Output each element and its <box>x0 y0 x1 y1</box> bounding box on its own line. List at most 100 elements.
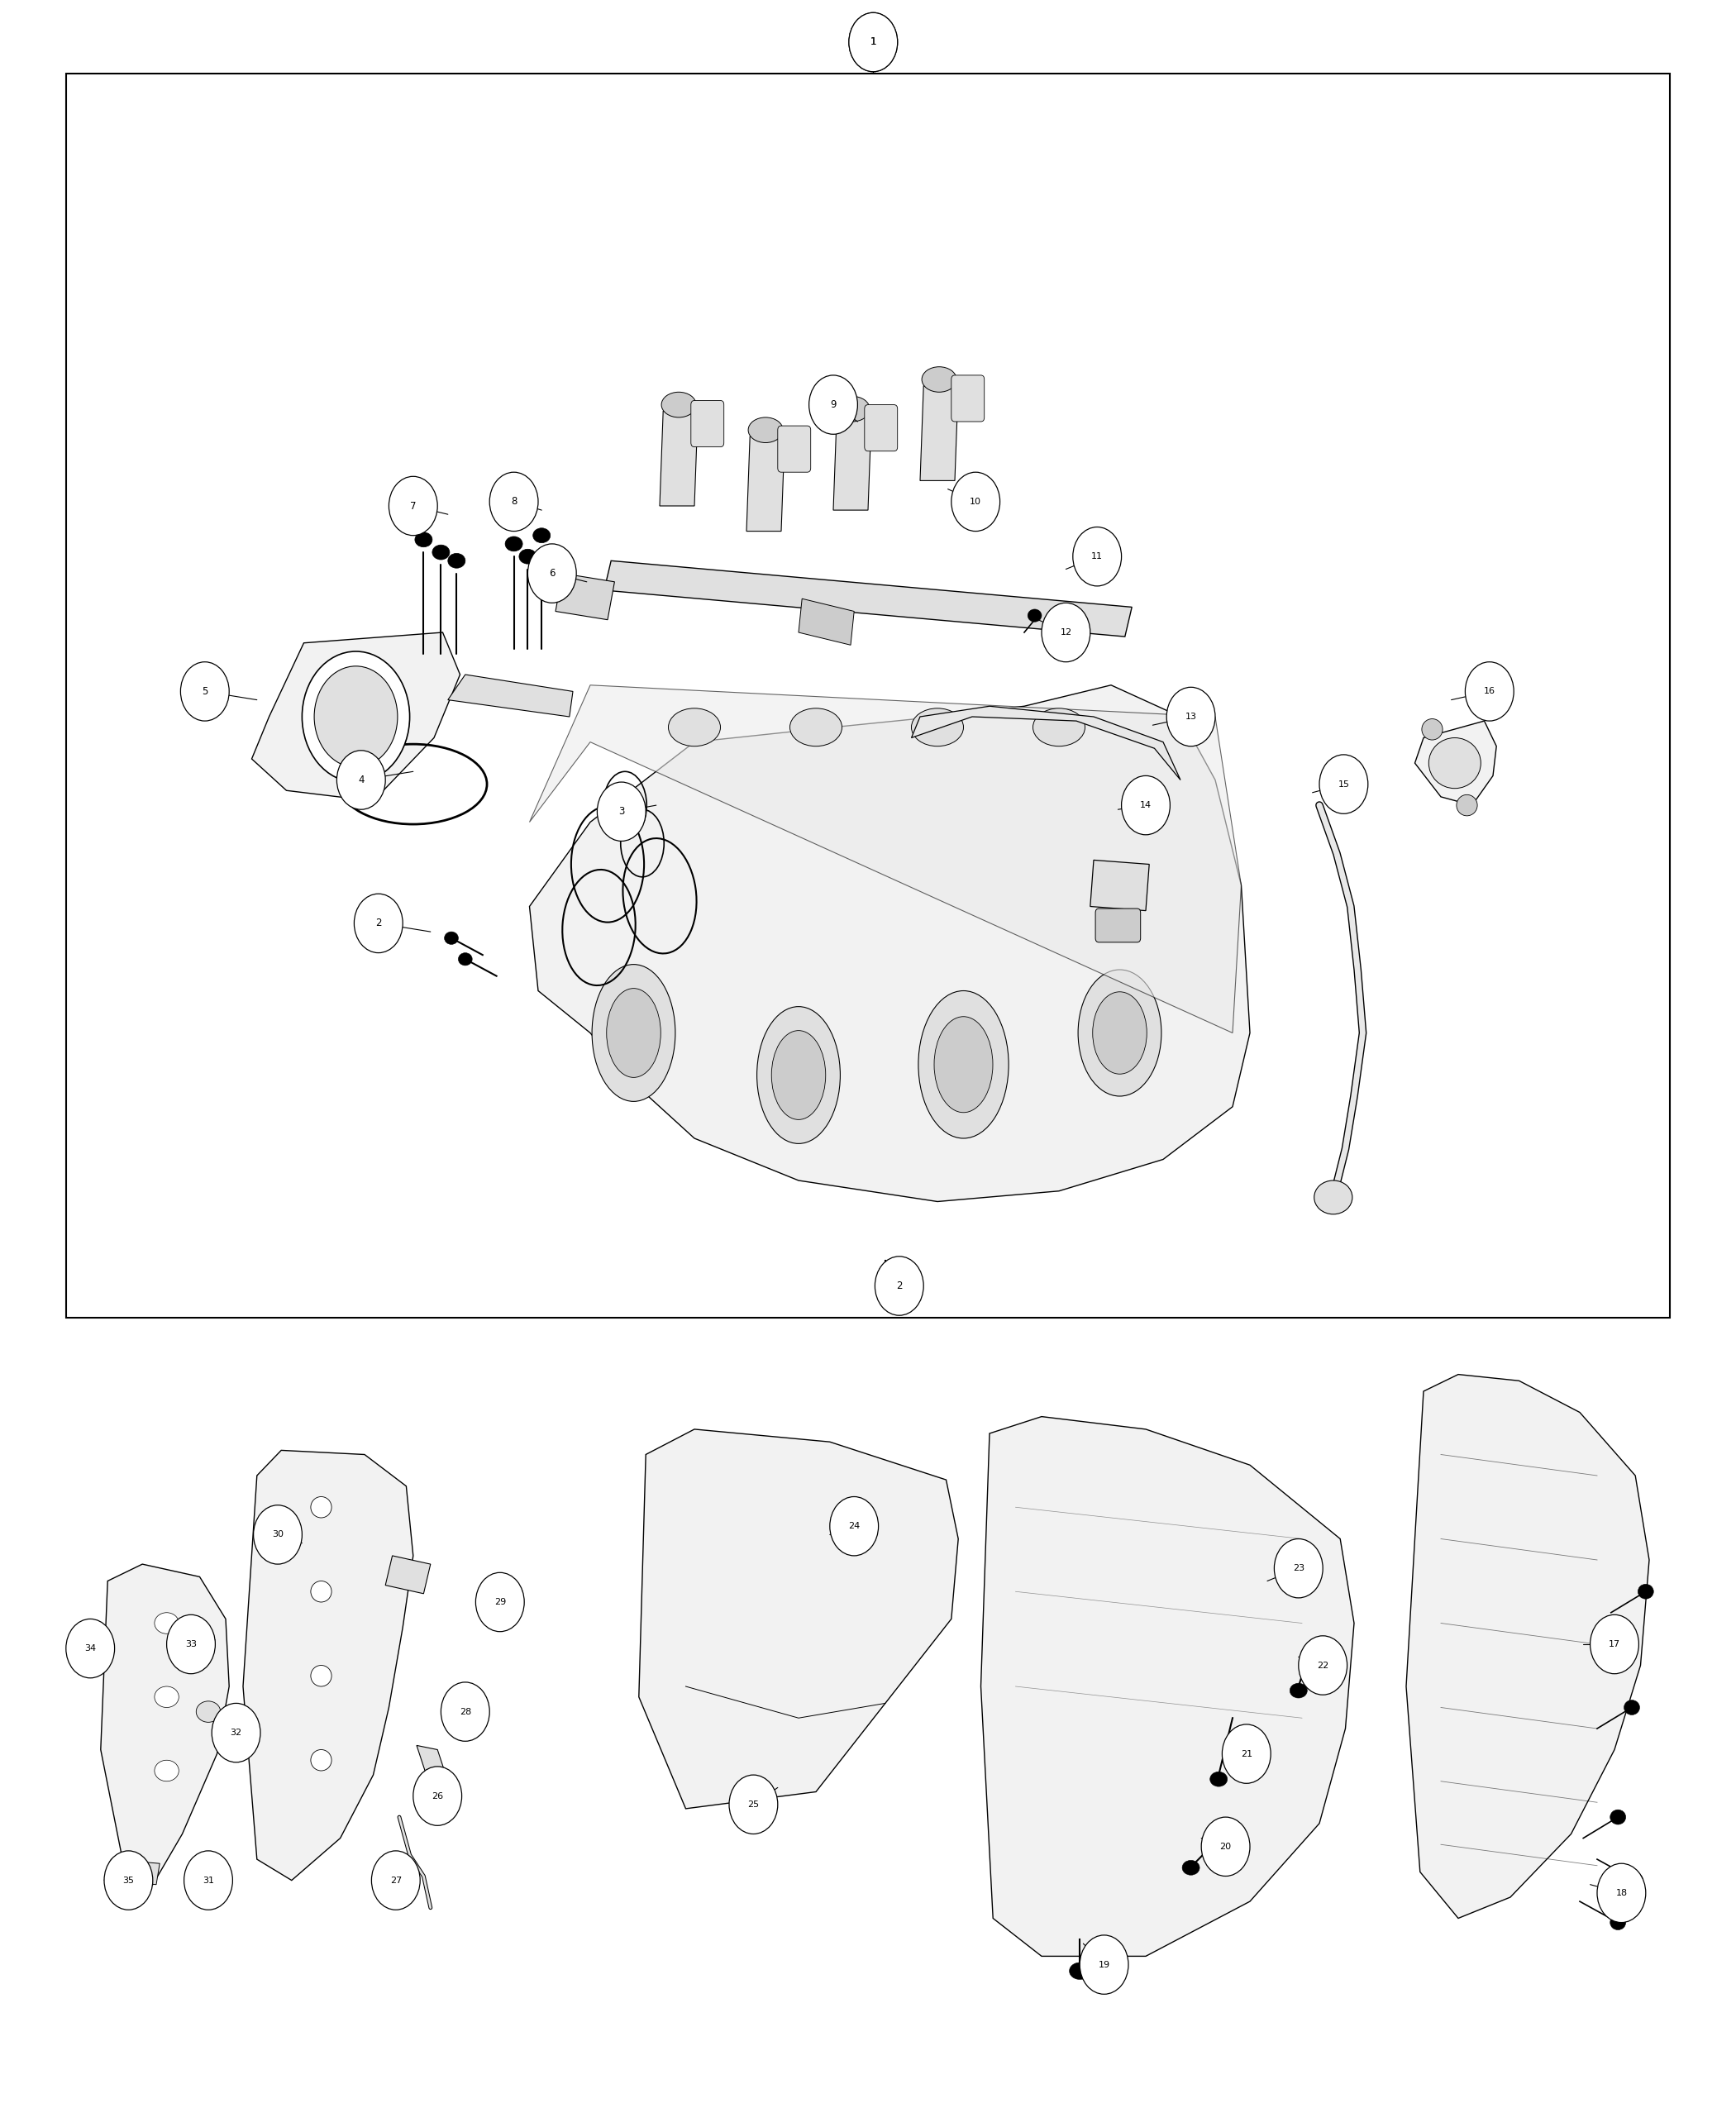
Polygon shape <box>104 1859 160 1885</box>
Ellipse shape <box>505 538 523 552</box>
Polygon shape <box>746 436 785 531</box>
Text: 25: 25 <box>748 1800 759 1809</box>
Circle shape <box>104 1851 153 1910</box>
Ellipse shape <box>1627 1874 1642 1889</box>
FancyBboxPatch shape <box>778 426 811 472</box>
Ellipse shape <box>1422 719 1443 740</box>
Circle shape <box>212 1703 260 1762</box>
Circle shape <box>809 375 858 434</box>
Ellipse shape <box>311 1581 332 1602</box>
Text: 33: 33 <box>186 1640 196 1648</box>
Text: 11: 11 <box>1092 552 1102 561</box>
Ellipse shape <box>922 367 957 392</box>
Ellipse shape <box>661 392 696 417</box>
Text: 29: 29 <box>495 1598 505 1606</box>
Ellipse shape <box>1457 795 1477 816</box>
Ellipse shape <box>1314 1180 1352 1214</box>
Ellipse shape <box>155 1760 179 1781</box>
Ellipse shape <box>771 1031 826 1119</box>
Text: 28: 28 <box>460 1707 470 1716</box>
Text: 23: 23 <box>1293 1564 1304 1573</box>
Ellipse shape <box>835 396 870 422</box>
Text: 1: 1 <box>870 36 877 48</box>
Polygon shape <box>1406 1374 1649 1918</box>
Polygon shape <box>911 706 1180 780</box>
Circle shape <box>1597 1863 1646 1922</box>
Polygon shape <box>448 675 573 717</box>
Circle shape <box>337 750 385 809</box>
Circle shape <box>181 662 229 721</box>
Text: 2: 2 <box>375 917 382 930</box>
Ellipse shape <box>1611 1914 1625 1931</box>
Ellipse shape <box>311 1665 332 1686</box>
Ellipse shape <box>444 932 458 944</box>
Bar <box>66 74 1670 1318</box>
Circle shape <box>372 1851 420 1910</box>
Ellipse shape <box>606 989 661 1077</box>
Ellipse shape <box>458 1703 472 1720</box>
Ellipse shape <box>878 1286 892 1299</box>
Ellipse shape <box>934 1016 993 1113</box>
Ellipse shape <box>1625 1699 1639 1716</box>
Ellipse shape <box>455 1699 476 1724</box>
Circle shape <box>597 782 646 841</box>
Polygon shape <box>799 599 854 645</box>
Ellipse shape <box>757 1008 840 1143</box>
Ellipse shape <box>1078 970 1161 1096</box>
Text: 26: 26 <box>432 1792 443 1800</box>
Ellipse shape <box>1092 993 1147 1075</box>
Ellipse shape <box>311 1497 332 1518</box>
Polygon shape <box>833 415 871 510</box>
Text: 15: 15 <box>1338 780 1349 788</box>
Ellipse shape <box>533 529 550 544</box>
FancyBboxPatch shape <box>1095 909 1141 942</box>
Text: 34: 34 <box>85 1644 95 1653</box>
Circle shape <box>184 1851 233 1910</box>
Text: 8: 8 <box>510 495 517 508</box>
Text: 2: 2 <box>896 1280 903 1292</box>
Ellipse shape <box>790 708 842 746</box>
Text: 7: 7 <box>410 500 417 512</box>
Circle shape <box>1299 1636 1347 1695</box>
Circle shape <box>528 544 576 603</box>
Ellipse shape <box>458 953 472 965</box>
Circle shape <box>729 1775 778 1834</box>
Text: 9: 9 <box>830 398 837 411</box>
Ellipse shape <box>1611 1809 1625 1823</box>
Ellipse shape <box>592 965 675 1100</box>
Circle shape <box>66 1619 115 1678</box>
Text: 3: 3 <box>618 805 625 818</box>
Ellipse shape <box>1639 1585 1653 1598</box>
Ellipse shape <box>155 1686 179 1707</box>
Polygon shape <box>529 685 1250 1202</box>
Circle shape <box>1121 776 1170 835</box>
Ellipse shape <box>1182 1861 1200 1876</box>
Circle shape <box>1465 662 1514 721</box>
Ellipse shape <box>196 1880 214 1897</box>
Ellipse shape <box>1429 738 1481 788</box>
Text: 10: 10 <box>970 497 981 506</box>
Polygon shape <box>529 685 1241 1033</box>
Circle shape <box>253 1505 302 1564</box>
Text: 12: 12 <box>1061 628 1071 637</box>
Circle shape <box>1590 1615 1639 1674</box>
Polygon shape <box>660 411 698 506</box>
FancyBboxPatch shape <box>691 401 724 447</box>
Circle shape <box>354 894 403 953</box>
Text: 16: 16 <box>1484 687 1495 696</box>
Text: 18: 18 <box>1616 1889 1627 1897</box>
Text: 6: 6 <box>549 567 556 580</box>
Ellipse shape <box>1069 1963 1090 1979</box>
Circle shape <box>476 1573 524 1632</box>
Text: 24: 24 <box>849 1522 859 1530</box>
Ellipse shape <box>432 546 450 561</box>
Ellipse shape <box>448 554 465 567</box>
Text: 13: 13 <box>1186 713 1196 721</box>
Ellipse shape <box>1290 1682 1307 1699</box>
Circle shape <box>849 13 898 72</box>
Circle shape <box>1080 1935 1128 1994</box>
Circle shape <box>875 1256 924 1315</box>
Polygon shape <box>417 1745 448 1781</box>
Circle shape <box>1201 1817 1250 1876</box>
Ellipse shape <box>1028 609 1042 622</box>
